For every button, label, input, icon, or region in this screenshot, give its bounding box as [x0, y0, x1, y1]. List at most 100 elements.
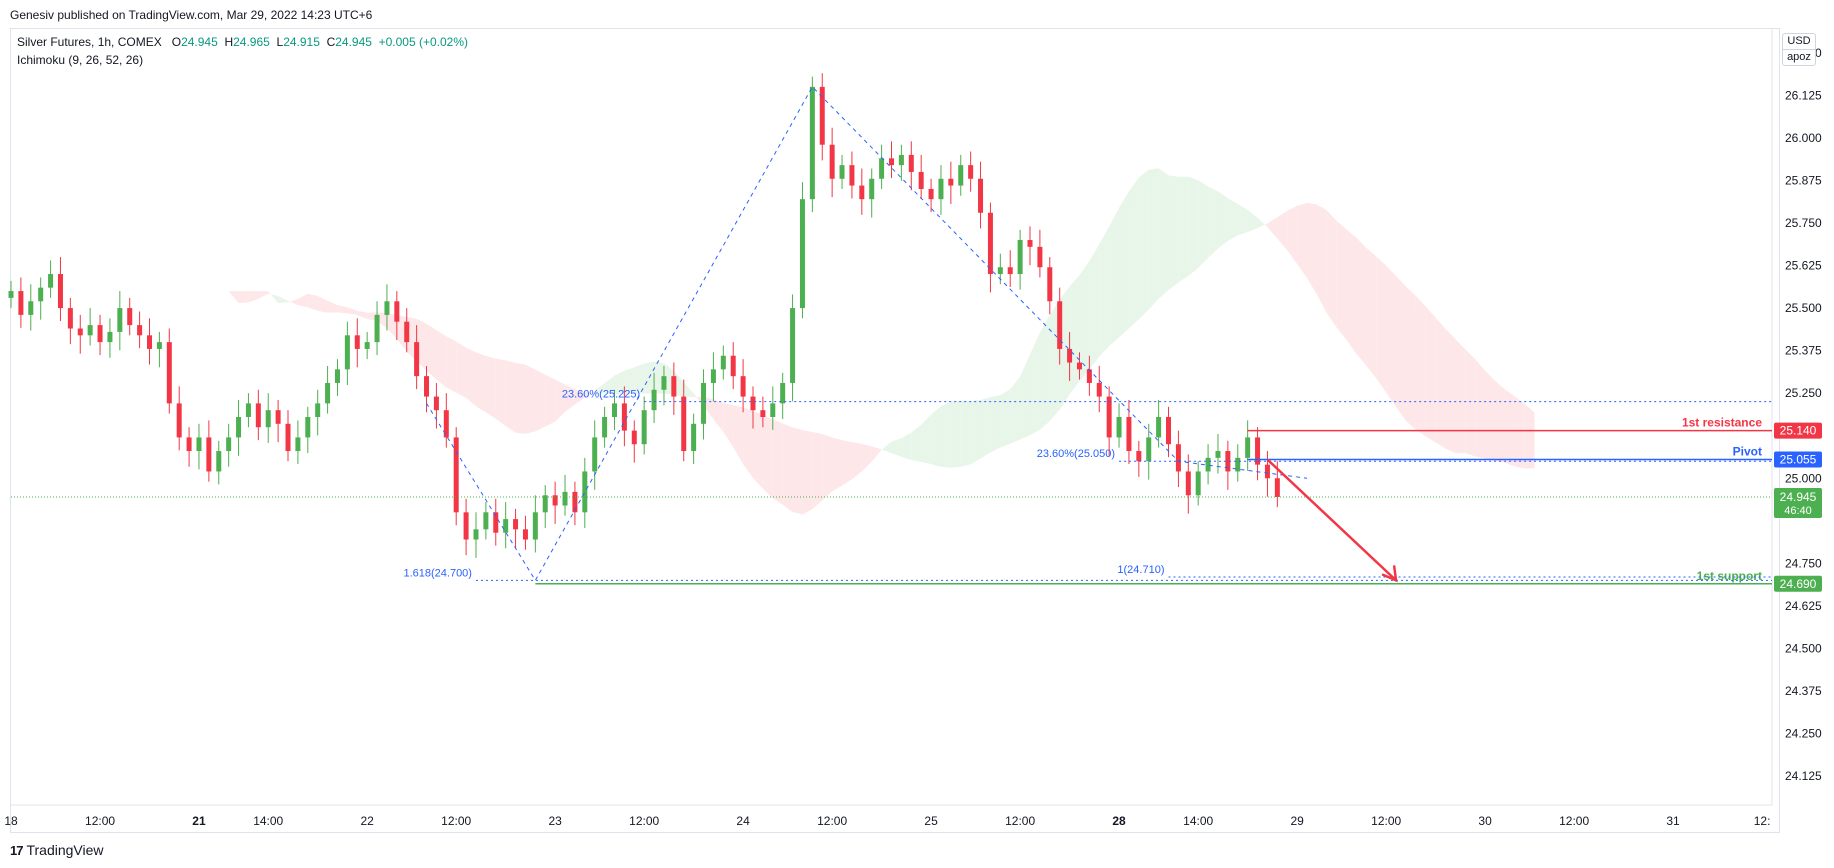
candle-body — [532, 512, 538, 540]
ichimoku-cloud-segment — [327, 300, 338, 313]
ichimoku-cloud-segment — [723, 403, 734, 448]
ichimoku-cloud-segment — [1386, 265, 1397, 408]
candle-body — [720, 355, 726, 370]
candle-body — [908, 154, 914, 172]
ichimoku-cloud-segment — [1356, 237, 1367, 366]
ichimoku-cloud-segment — [1099, 226, 1110, 357]
ichimoku-cloud-segment — [436, 330, 447, 388]
candle-body — [97, 325, 103, 343]
candle-body — [374, 314, 380, 343]
ichimoku-cloud-segment — [1336, 220, 1347, 341]
y-tick-label: 25.625 — [1785, 259, 1822, 273]
ichimoku-cloud-segment — [347, 307, 358, 315]
ichimoku-cloud-segment — [911, 424, 922, 463]
tradingview-brand[interactable]: 17 TradingView — [10, 842, 104, 858]
x-tick-label: 30 — [1478, 814, 1492, 828]
ichimoku-cloud-segment — [940, 401, 951, 468]
candle-body — [176, 403, 182, 438]
ichimoku-cloud-segment — [1346, 229, 1357, 355]
candle-body — [770, 403, 776, 417]
candle-body — [1126, 417, 1132, 452]
ichimoku-cloud-segment — [1010, 376, 1021, 444]
candle-body — [166, 342, 172, 404]
ichimoku-cloud-segment — [505, 360, 516, 433]
ichimoku-cloud-segment — [1376, 256, 1387, 393]
x-tick-label: 12:00 — [441, 814, 471, 828]
x-tick-label: 29 — [1290, 814, 1304, 828]
candle-body — [928, 188, 934, 200]
ichimoku-cloud-segment — [1079, 261, 1090, 382]
low-label: L — [276, 35, 284, 49]
ichimoku-cloud-segment — [1257, 217, 1268, 229]
ichimoku-cloud-segment — [802, 429, 813, 515]
current-price-label: 24.945 — [1780, 490, 1817, 504]
candle-body — [473, 529, 479, 540]
ichimoku-cloud-segment — [1247, 209, 1258, 233]
ichimoku-cloud-segment — [822, 434, 833, 501]
ichimoku-cloud-segment — [1307, 202, 1317, 295]
candle-body — [334, 369, 340, 383]
price-tag-label: 24.690 — [1780, 577, 1817, 591]
candle-body — [404, 321, 410, 343]
countdown-label: 46:40 — [1784, 505, 1812, 517]
candle-body — [572, 491, 578, 513]
ichimoku-cloud-segment — [1000, 389, 1011, 448]
candle-body — [1096, 382, 1102, 397]
candle-body — [879, 158, 885, 179]
ichimoku-cloud-segment — [733, 405, 744, 465]
fib-level-label: 23.60%(25.050) — [1037, 448, 1115, 460]
indicator-label[interactable]: Ichimoku (9, 26, 52, 26) — [17, 53, 144, 67]
candle-body — [433, 396, 439, 411]
ichimoku-cloud-segment — [1030, 332, 1040, 436]
candle-body — [463, 512, 469, 540]
candle-body — [1086, 369, 1092, 383]
fib-level-label: 23.60%(25.225) — [562, 389, 640, 401]
x-tick-label: 12:00 — [1559, 814, 1589, 828]
x-tick-label: 18 — [4, 814, 18, 828]
candle-body — [1037, 246, 1043, 268]
candle-body — [216, 451, 222, 472]
ichimoku-cloud-segment — [980, 397, 991, 459]
candle-body — [1166, 417, 1172, 445]
candle-body — [364, 342, 370, 349]
fib-level-label: 1.618(24.700) — [403, 567, 472, 579]
currency-selector[interactable]: USD apoz — [1782, 33, 1816, 66]
candle-body — [384, 301, 390, 315]
ichimoku-cloud-segment — [1504, 389, 1515, 467]
candle-body — [503, 519, 509, 533]
high-value: 24.965 — [233, 35, 270, 49]
ichimoku-cloud-segment — [495, 358, 506, 426]
ichimoku-cloud-segment — [515, 362, 526, 434]
symbol-title[interactable]: Silver Futures, 1h, COMEX — [17, 35, 162, 49]
y-tick-label: 24.250 — [1785, 727, 1822, 741]
x-tick-label: 22 — [360, 814, 374, 828]
candle-body — [38, 287, 44, 302]
candle-body — [611, 403, 617, 417]
ichimoku-cloud-segment — [1128, 177, 1139, 329]
ichimoku-cloud-segment — [1514, 396, 1525, 469]
candle-body — [354, 335, 360, 349]
candle-body — [295, 437, 301, 452]
candle-body — [513, 519, 519, 530]
ichimoku-cloud-segment — [357, 310, 368, 320]
low-value: 24.915 — [283, 35, 320, 49]
candle-body — [839, 165, 845, 179]
ichimoku-cloud-segment — [604, 375, 615, 395]
ichimoku-cloud-segment — [1465, 349, 1476, 457]
candle-body — [315, 403, 321, 417]
ichimoku-cloud-segment — [268, 291, 279, 303]
x-tick-label: 12:00 — [629, 814, 659, 828]
price-tag-label: 25.140 — [1780, 424, 1817, 438]
candle-body — [1205, 457, 1211, 472]
candle-body — [285, 423, 291, 452]
candle-body — [1067, 348, 1073, 363]
ichimoku-cloud-segment — [1109, 207, 1120, 347]
candle-body — [750, 396, 756, 411]
candle-body — [236, 417, 242, 438]
ichimoku-cloud-segment — [960, 400, 971, 467]
candle-body — [1027, 240, 1033, 247]
ichimoku-cloud-segment — [297, 293, 308, 308]
ichimoku-cloud-segment — [990, 395, 1001, 453]
ichimoku-cloud-segment — [832, 437, 843, 492]
